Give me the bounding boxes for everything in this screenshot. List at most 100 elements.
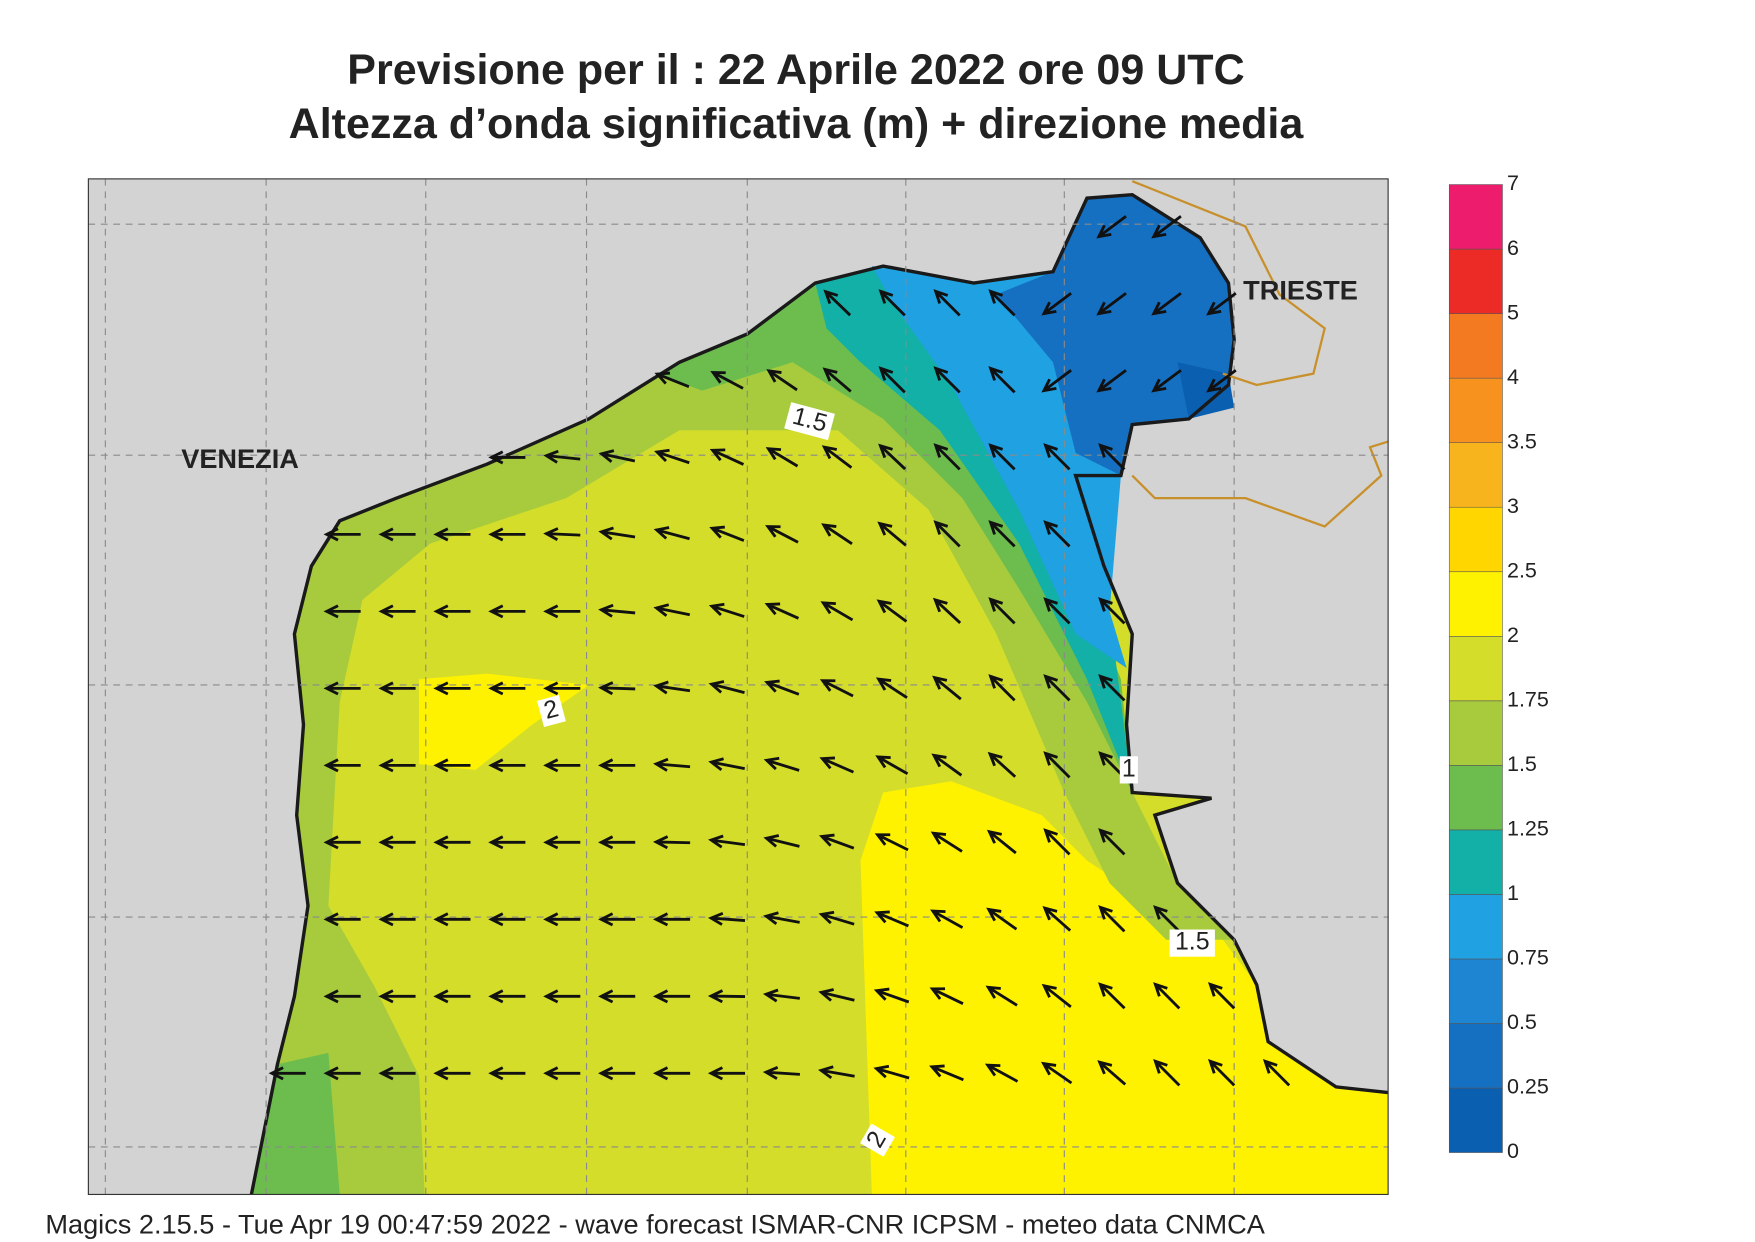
arrow xyxy=(654,448,690,465)
arrow xyxy=(766,369,798,392)
arrow xyxy=(268,1066,306,1081)
arrow xyxy=(1041,983,1072,1008)
arrow xyxy=(488,604,526,619)
colorbar-tick-label: 4 xyxy=(1507,365,1519,389)
arrow xyxy=(378,989,416,1004)
arrow xyxy=(433,989,471,1004)
contour-label-text: 1 xyxy=(1122,754,1136,782)
arrow xyxy=(1153,905,1181,933)
contour-label: 1.5 xyxy=(1169,928,1215,957)
colorbar-band xyxy=(1448,377,1503,443)
place-label: VENEZIA xyxy=(181,443,299,474)
contour-label-text: 1.5 xyxy=(1175,928,1210,956)
arrow xyxy=(821,523,853,545)
arrow xyxy=(543,758,581,773)
arrow xyxy=(1043,674,1071,702)
arrow xyxy=(1043,520,1071,548)
arrow xyxy=(707,911,746,926)
arrow xyxy=(986,907,1018,931)
arrow xyxy=(929,987,964,1005)
arrow xyxy=(1153,982,1181,1010)
arrow xyxy=(1098,982,1126,1010)
arrow xyxy=(763,834,800,848)
colorbar-tick-label: 1.75 xyxy=(1507,688,1549,712)
colorbar-tick-label: 3.5 xyxy=(1507,429,1537,453)
arrow xyxy=(930,909,964,929)
arrow xyxy=(488,989,526,1004)
arrow xyxy=(488,835,526,850)
footer: Magics 2.15.5 - Tue Apr 19 00:47:59 2022… xyxy=(45,1208,1265,1239)
arrow xyxy=(988,674,1016,702)
arrow xyxy=(988,443,1016,471)
arrow xyxy=(822,367,852,393)
colorbar-tick-label: 3 xyxy=(1507,494,1519,518)
place-label: TRIESTE xyxy=(1243,274,1358,305)
arrow xyxy=(1042,905,1072,932)
arrow xyxy=(709,448,745,466)
colorbar-tick-label: 0 xyxy=(1507,1139,1519,1163)
arrow xyxy=(1043,597,1071,625)
arrow xyxy=(818,988,855,1002)
arrow xyxy=(765,447,799,468)
arrow xyxy=(653,757,691,772)
arrow xyxy=(1043,828,1071,856)
graticule xyxy=(88,178,1389,1195)
arrow xyxy=(819,756,855,774)
label-box xyxy=(860,1123,895,1157)
arrow xyxy=(598,526,636,541)
arrow xyxy=(878,289,906,317)
map-frame xyxy=(87,178,1389,1196)
arrow xyxy=(543,912,581,927)
arrow xyxy=(819,679,854,698)
arrow xyxy=(873,987,910,1004)
arrow xyxy=(378,527,416,542)
arrow xyxy=(433,681,471,696)
arrow xyxy=(1096,369,1127,393)
coastline xyxy=(249,192,1389,1195)
arrow xyxy=(931,753,963,777)
contour-label: 2 xyxy=(536,694,566,728)
arrow xyxy=(985,985,1018,1007)
wave-direction-arrows xyxy=(268,215,1291,1087)
arrow xyxy=(878,443,907,471)
arrow xyxy=(1041,292,1072,316)
arrow xyxy=(875,755,909,776)
arrow xyxy=(764,679,800,696)
arrow xyxy=(1207,982,1236,1010)
arrow xyxy=(543,1066,581,1081)
arrow xyxy=(710,370,744,390)
arrow xyxy=(1097,1060,1127,1086)
colorbar-tick-label: 0.75 xyxy=(1507,946,1549,970)
colorbar-band xyxy=(1448,184,1503,250)
arrow xyxy=(933,289,961,317)
colorbar-tick-label: 2 xyxy=(1507,623,1519,647)
arrow xyxy=(875,677,908,699)
arrow xyxy=(929,1064,964,1082)
arrow xyxy=(818,910,855,926)
arrow xyxy=(433,1066,471,1081)
arrow xyxy=(378,835,416,850)
band-0-0.25 xyxy=(1177,362,1235,419)
arrow xyxy=(764,602,800,620)
arrow xyxy=(323,989,361,1004)
arrow xyxy=(543,835,581,850)
arrow xyxy=(652,989,691,1004)
arrow xyxy=(598,603,636,618)
colorbar-band xyxy=(1448,442,1503,508)
arrow xyxy=(433,758,471,773)
arrow xyxy=(933,366,961,394)
arrow xyxy=(1040,1061,1073,1085)
arrow xyxy=(543,604,581,619)
band-2-2.5 xyxy=(418,673,589,770)
arrow xyxy=(821,445,853,469)
colorbar-tick-label: 0.25 xyxy=(1507,1075,1549,1099)
arrow xyxy=(488,450,526,465)
arrow xyxy=(652,1066,691,1081)
arrow xyxy=(1096,215,1127,239)
arrow xyxy=(1098,674,1126,702)
arrow xyxy=(933,520,961,548)
label-box xyxy=(1169,929,1215,957)
arrow xyxy=(765,525,799,544)
colorbar: 0 0.25 0.5 0.75 1 1.25 1.5 1.75 2 2.5 3 3.5 4 5 6 7 xyxy=(1448,171,1549,1163)
